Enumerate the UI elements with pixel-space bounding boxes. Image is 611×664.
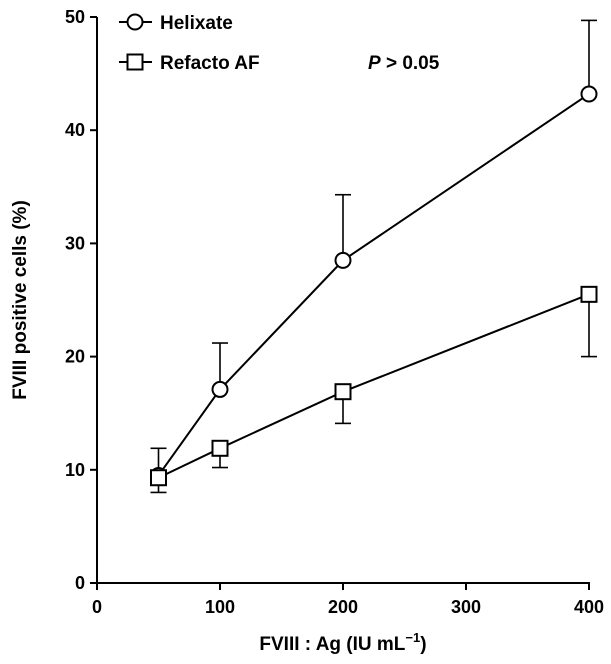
p-value-italic: P	[368, 53, 381, 74]
point-helixate-2	[334, 251, 352, 269]
legend-label-refacto-af: Refacto AF	[160, 53, 260, 74]
y-tick-label-50: 50	[65, 7, 85, 27]
point-refacto-af-1	[211, 439, 229, 457]
x-axis-title-sup: −1	[405, 630, 420, 645]
y-tick-label-0: 0	[75, 573, 85, 593]
x-tick-label-200: 200	[328, 597, 358, 617]
y-tick-label-30: 30	[65, 233, 85, 253]
legend-label-helixate: Helixate	[160, 13, 233, 34]
point-refacto-af-3	[580, 285, 598, 303]
legend-marker-helixate	[126, 13, 144, 31]
axes: 0 10 20 30 40 50 0 100 200 300 400	[65, 7, 604, 617]
x-tick-label-300: 300	[451, 597, 481, 617]
point-helixate-3	[580, 85, 598, 103]
x-axis-title-close: )	[420, 634, 426, 655]
series-helixate	[150, 19, 598, 484]
p-value-annotation: P > 0.05	[368, 53, 440, 74]
x-axis-title-main: FVIII : Ag (IU mL	[259, 634, 405, 655]
point-refacto-af-0	[150, 469, 167, 487]
legend-marker-refacto-af	[126, 53, 144, 71]
point-refacto-af-2	[334, 383, 352, 401]
x-tick-label-400: 400	[574, 597, 604, 617]
point-helixate-1	[211, 380, 229, 398]
p-value-rest: > 0.05	[381, 53, 440, 74]
y-tick-label-40: 40	[65, 120, 85, 140]
x-tick-label-100: 100	[205, 597, 235, 617]
y-tick-label-20: 20	[65, 347, 85, 367]
x-axis-title: FVIII : Ag (IU mL−1)	[259, 630, 426, 655]
legend: Helixate Refacto AF	[119, 13, 260, 74]
x-tick-label-0: 0	[92, 597, 102, 617]
y-axis-title: FVIII positive cells (%)	[10, 200, 31, 400]
series-line-helixate	[157, 93, 590, 477]
series-layer	[150, 19, 598, 494]
y-tick-label-10: 10	[65, 460, 85, 480]
series-refacto-af	[150, 285, 598, 494]
series-line-refacto-af	[158, 293, 590, 479]
